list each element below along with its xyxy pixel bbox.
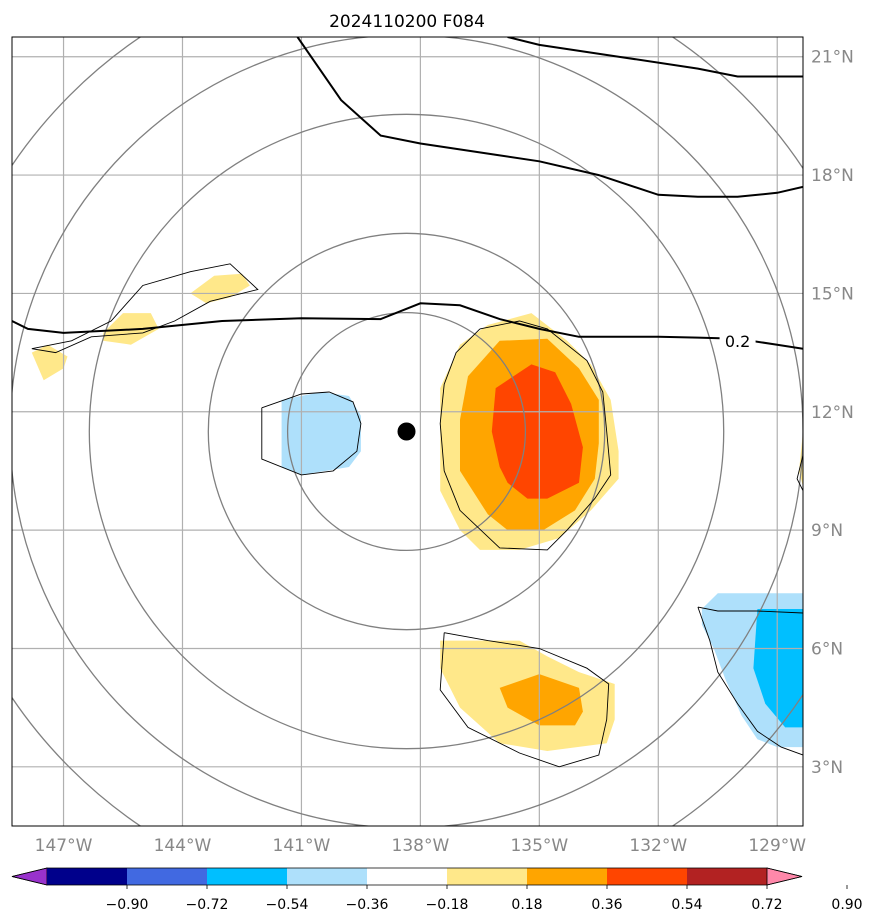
lon-tick-label: 141°W <box>273 836 331 856</box>
lat-tick-label: 12°N <box>811 403 854 423</box>
gridlines <box>12 37 803 826</box>
lat-tick-label: 18°N <box>811 166 854 186</box>
colorbar: −0.90 −0.72 −0.54 −0.36 −0.18 0.18 0.36 0.54 0.7… <box>11 867 863 913</box>
black-contours: 0.2 <box>12 37 803 351</box>
colorbar-tick-label: −0.90 <box>106 897 149 913</box>
thin-contour-2 <box>439 320 612 551</box>
contour-label-bg <box>719 329 756 350</box>
lon-tick-label: 135°W <box>510 836 568 856</box>
filled-region-10 <box>753 609 803 728</box>
filled-region-2 <box>190 273 250 304</box>
thin-contours <box>31 263 803 768</box>
colorbar-segment <box>127 868 208 885</box>
colorbar-tick-label: 0.54 <box>671 897 702 913</box>
colorbar-extend-high <box>766 867 803 886</box>
range-ring <box>207 232 606 631</box>
colorbar-segment <box>47 868 128 885</box>
chart-title: 2024110200 F084 <box>329 12 485 32</box>
colorbar-tick-label: 0.90 <box>831 897 862 913</box>
colorbar-tick-label: 0.18 <box>511 897 542 913</box>
map-frame <box>11 36 804 827</box>
filled-region-8 <box>499 674 583 726</box>
colorbar-segment <box>607 868 688 885</box>
colorbar-tick-label: −0.18 <box>426 897 469 913</box>
contour-label: 0.2 <box>725 332 750 351</box>
colorbar-segment <box>207 868 288 885</box>
colorbar-tick-label: 0.72 <box>751 897 782 913</box>
filled-contours <box>31 273 803 751</box>
latitude-ticks: 3°N 6°N 9°N 12°N 15°N 18°N 21°N <box>811 48 854 778</box>
black-contour-2 <box>507 37 803 78</box>
lon-tick-label: 144°W <box>154 836 212 856</box>
lat-tick-label: 9°N <box>811 521 843 541</box>
thin-contour-5 <box>796 455 803 491</box>
colorbar-segment <box>287 868 368 885</box>
range-ring <box>88 113 725 750</box>
lon-tick-label: 138°W <box>392 836 450 856</box>
filled-region-11 <box>799 431 803 487</box>
filled-region-6 <box>491 364 583 499</box>
colorbar-tick-label: −0.72 <box>186 897 229 913</box>
lon-tick-label: 129°W <box>748 836 806 856</box>
thin-contour-4 <box>697 606 803 756</box>
storm-center-marker <box>397 422 416 441</box>
colorbar-segment <box>687 868 768 885</box>
black-contour-1 <box>296 37 803 198</box>
filled-region-0 <box>31 344 68 381</box>
filled-region-3 <box>281 392 361 475</box>
range-ring <box>286 311 527 552</box>
lat-tick-label: 3°N <box>811 758 843 778</box>
lat-tick-label: 21°N <box>811 48 854 68</box>
black-contour-0 <box>12 302 803 350</box>
colorbar-segment <box>527 868 608 885</box>
thin-contour-1 <box>261 391 362 476</box>
lon-tick-label: 132°W <box>629 836 687 856</box>
colorbar-tick-label: 0.36 <box>591 897 622 913</box>
lat-tick-label: 15°N <box>811 284 854 304</box>
colorbar-outline <box>11 867 803 886</box>
thin-contour-3 <box>439 632 610 768</box>
longitude-ticks: 147°W 144°W 141°W 138°W 135°W 132°W 129°W <box>35 836 807 856</box>
thin-contour-0 <box>31 263 259 354</box>
colorbar-tick-label: −0.54 <box>266 897 309 913</box>
lon-tick-label: 147°W <box>35 836 93 856</box>
colorbar-tick-label: −0.36 <box>346 897 389 913</box>
lat-tick-label: 6°N <box>811 639 843 659</box>
center-marker-layer <box>397 422 416 441</box>
colorbar-segment <box>447 868 528 885</box>
colorbar-segment <box>367 868 448 885</box>
colorbar-extend-low <box>11 867 48 886</box>
